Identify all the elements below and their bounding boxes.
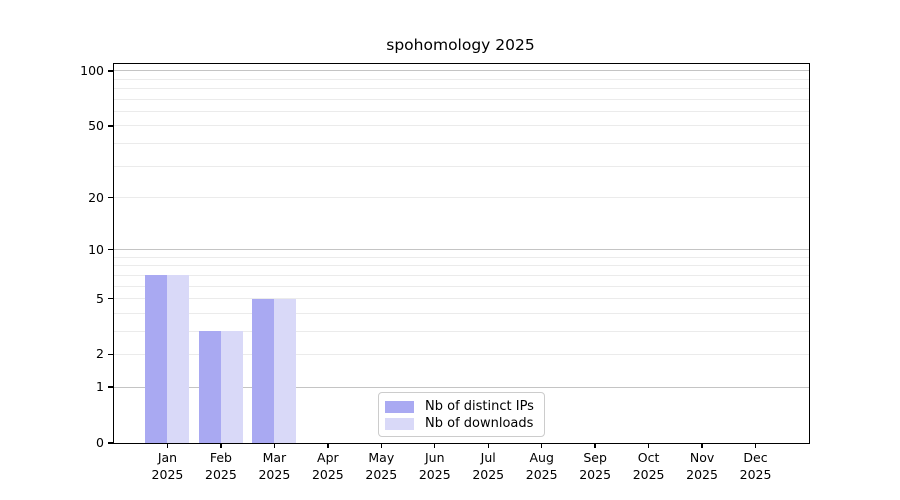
x-axis-tick	[434, 443, 436, 448]
y-axis-tick	[108, 297, 113, 300]
x-tick-label: Sep 2025	[579, 450, 612, 482]
y-axis-tick	[108, 248, 113, 251]
x-axis-tick	[380, 443, 382, 448]
x-tick-label: Nov 2025	[686, 450, 718, 482]
legend-item-distinct-ips: Nb of distinct IPs	[385, 398, 537, 415]
y-axis-tick	[108, 386, 113, 388]
y-tick-label: 100	[80, 62, 104, 78]
gridline-minor	[114, 274, 809, 276]
gridline-minor	[114, 353, 809, 355]
x-axis-tick	[701, 443, 703, 448]
gridline-major	[114, 386, 809, 388]
gridline-minor	[114, 88, 809, 90]
legend-swatch-distinct-ips	[385, 400, 414, 413]
y-axis-tick	[108, 353, 113, 356]
bar-downloads	[220, 331, 243, 443]
y-axis-tick	[108, 442, 113, 444]
gridline-major	[114, 70, 809, 72]
legend-label-downloads: Nb of downloads	[425, 416, 534, 431]
gridline-minor	[114, 265, 809, 267]
y-tick-label: 0	[96, 435, 104, 450]
legend-item-downloads: Nb of downloads	[385, 415, 537, 432]
y-tick-label: 5	[96, 290, 104, 306]
legend-swatch-downloads	[385, 417, 414, 430]
x-tick-label: Mar 2025	[258, 450, 291, 482]
y-tick-label: 50	[88, 117, 104, 133]
x-tick-label: Aug 2025	[525, 450, 558, 482]
y-tick-label: 20	[88, 189, 104, 205]
chart-title: spohomology 2025	[386, 36, 535, 54]
gridline-minor	[114, 197, 809, 199]
x-tick-label: Feb 2025	[205, 450, 237, 482]
plot-area: Nb of distinct IPs Nb of downloads 0 1 2 5 1…	[80, 63, 810, 482]
gridline-minor	[114, 285, 809, 287]
gridline-minor	[114, 143, 809, 145]
bar-downloads	[274, 298, 297, 443]
bar-distinct-ips	[145, 275, 168, 443]
x-axis-tick	[754, 443, 757, 448]
y-tick-label: 2	[96, 346, 104, 362]
gridline-minor	[114, 125, 809, 127]
x-axis-tick	[647, 443, 650, 448]
gridline-minor	[114, 111, 809, 113]
x-tick-label: Apr 2025	[311, 450, 344, 482]
gridline-minor	[114, 78, 809, 80]
gridline-minor	[114, 165, 809, 167]
x-tick-label: Dec 2025	[739, 450, 772, 482]
x-axis-tick	[594, 443, 596, 448]
x-axis-tick	[540, 443, 543, 448]
y-axis-tick	[108, 196, 113, 199]
x-axis-tick	[487, 443, 489, 448]
gridline-major	[114, 249, 809, 251]
gridline-minor	[114, 298, 809, 300]
gridline-minor	[114, 312, 809, 314]
x-tick-label: Oct 2025	[632, 450, 665, 482]
x-axis-tick	[273, 443, 276, 448]
gridline-minor	[114, 256, 809, 258]
x-tick-label: Jan 2025	[151, 450, 184, 482]
y-tick-label: 1	[96, 379, 104, 395]
legend-label-distinct-ips: Nb of distinct IPs	[425, 399, 534, 414]
x-tick-label: Jun 2025	[418, 450, 451, 482]
y-axis-tick	[108, 125, 113, 127]
legend: Nb of distinct IPs Nb of downloads	[378, 392, 545, 437]
x-tick-label: May 2025	[365, 450, 398, 482]
gridline-minor	[114, 98, 809, 100]
bar-distinct-ips	[252, 298, 275, 443]
gridline-minor	[114, 330, 809, 332]
y-axis-tick	[108, 70, 113, 72]
x-axis-tick	[220, 443, 222, 448]
y-tick-label: 10	[88, 241, 104, 257]
x-axis-tick	[166, 443, 169, 448]
bar-distinct-ips	[198, 331, 221, 443]
bar-downloads	[167, 275, 190, 443]
x-axis-tick	[327, 443, 329, 448]
x-tick-label: Jul 2025	[472, 450, 505, 482]
